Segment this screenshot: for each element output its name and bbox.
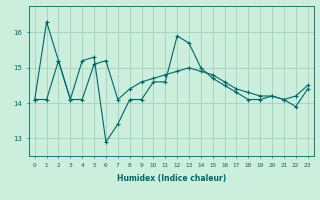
X-axis label: Humidex (Indice chaleur): Humidex (Indice chaleur) — [116, 174, 226, 183]
